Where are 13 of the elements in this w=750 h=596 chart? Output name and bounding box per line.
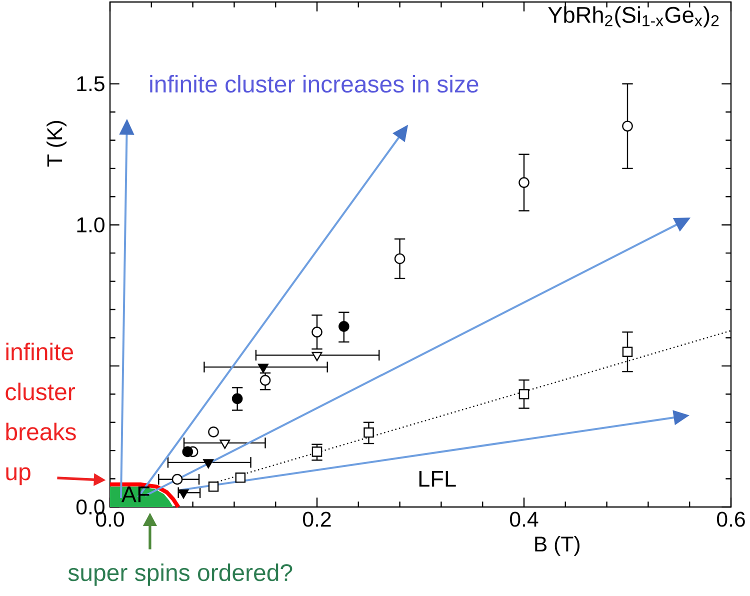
x-tick-label: 0.2: [303, 512, 331, 527]
text: infinite cluster breaks up: [6, 342, 76, 486]
chart-title: YbRh$_{2}$(Si$_{1-x}$Ge$_{x}$)$_{2}$: [548, 6, 719, 28]
y-tick-label: 1.0: [77, 217, 104, 232]
text: super spins ordered?: [68, 564, 292, 586]
annotation: infinite cluster increases in size: [150, 74, 478, 93]
x-tick-label: 0.6: [717, 512, 745, 527]
x-axis-title: B (T): [535, 536, 580, 556]
y-axis-title: T (K): [46, 121, 66, 167]
annotation: LFL: [419, 470, 456, 487]
y-tick-label: 1.5: [77, 76, 104, 92]
annotation: AF: [121, 486, 150, 502]
x-tick-label: 0.4: [510, 512, 538, 527]
